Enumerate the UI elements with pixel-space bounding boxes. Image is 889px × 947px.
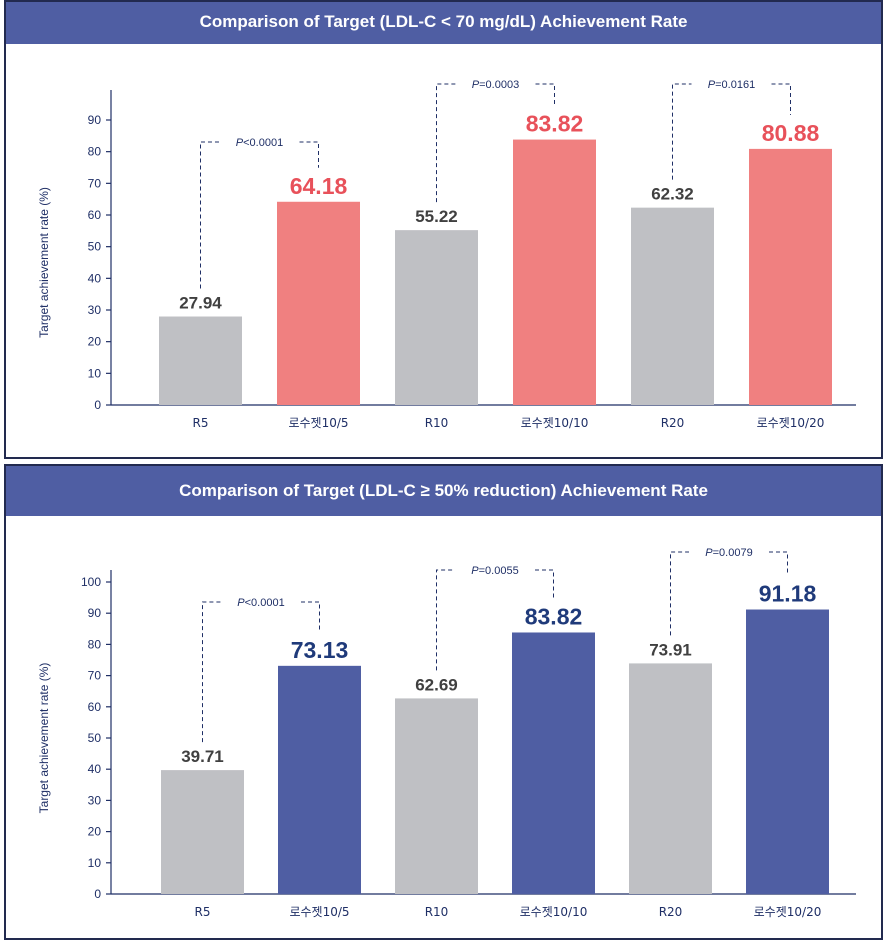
significance-bracket bbox=[535, 83, 555, 106]
x-tick-label: R20 bbox=[661, 416, 685, 430]
x-tick-label: 로수젯10/5 bbox=[288, 416, 348, 430]
significance-bracket bbox=[535, 569, 554, 599]
x-tick-label: R20 bbox=[659, 905, 683, 919]
significance-bracket bbox=[670, 551, 689, 636]
bar bbox=[629, 663, 712, 894]
significance-bracket bbox=[436, 83, 456, 203]
p-value-label: P<0.0001 bbox=[236, 137, 283, 149]
significance-bracket bbox=[301, 601, 320, 632]
x-tick-label: R5 bbox=[193, 416, 209, 430]
bar bbox=[161, 770, 244, 894]
y-tick-label: 30 bbox=[88, 793, 102, 807]
bar bbox=[278, 665, 361, 894]
data-label: 73.91 bbox=[649, 640, 692, 659]
chart-panel-ldl-70: Comparison of Target (LDL-C < 70 mg/dL) … bbox=[4, 0, 883, 459]
y-tick-label: 50 bbox=[88, 731, 102, 745]
y-tick-label: 0 bbox=[94, 398, 101, 412]
data-label: 83.82 bbox=[525, 603, 583, 629]
p-value-label: P=0.0079 bbox=[705, 547, 752, 559]
y-tick-label: 40 bbox=[88, 271, 102, 285]
data-label: 80.88 bbox=[762, 120, 820, 146]
bar-chart-ldl-50pct: 0 10 20 30 40 50 60 70 80 90 100 Target achievement… bbox=[37, 547, 856, 919]
p-value-label: P=0.0055 bbox=[471, 565, 518, 577]
p-value-label: P=0.0003 bbox=[472, 79, 519, 91]
x-tick-label: 로수젯10/20 bbox=[754, 905, 822, 919]
y-tick-label: 80 bbox=[88, 637, 102, 651]
chart-title: Comparison of Target (LDL-C < 70 mg/dL) … bbox=[6, 2, 881, 44]
significance-bracket bbox=[436, 569, 455, 671]
bar bbox=[159, 316, 242, 405]
y-tick-label: 0 bbox=[94, 887, 101, 901]
y-tick-label: 10 bbox=[88, 366, 102, 380]
significance-bracket bbox=[200, 141, 220, 289]
y-tick-label: 30 bbox=[88, 303, 102, 317]
x-tick-label: R10 bbox=[425, 905, 449, 919]
data-label: 91.18 bbox=[759, 581, 817, 607]
data-label: 64.18 bbox=[290, 173, 348, 199]
significance-bracket bbox=[672, 83, 692, 180]
y-tick-label: 60 bbox=[88, 208, 102, 222]
y-tick-label: 20 bbox=[88, 335, 102, 349]
data-label: 62.32 bbox=[651, 185, 694, 204]
y-tick-label: 80 bbox=[88, 145, 102, 159]
chart-title: Comparison of Target (LDL-C ≥ 50% reduct… bbox=[6, 466, 881, 516]
x-tick-label: 로수젯10/10 bbox=[521, 416, 589, 430]
y-tick-label: 10 bbox=[88, 856, 102, 870]
significance-bracket bbox=[299, 141, 319, 168]
y-tick-label: 60 bbox=[88, 700, 102, 714]
p-value-label: P=0.0161 bbox=[708, 79, 755, 91]
x-tick-label: 로수젯10/5 bbox=[289, 905, 349, 919]
y-tick-label: 100 bbox=[81, 575, 101, 589]
chart-panel-ldl-50pct: Comparison of Target (LDL-C ≥ 50% reduct… bbox=[4, 464, 883, 940]
bar bbox=[631, 207, 714, 405]
bar bbox=[512, 632, 595, 894]
data-label: 27.94 bbox=[179, 294, 222, 313]
significance-bracket bbox=[771, 83, 791, 115]
bar-chart-ldl-70: 0 10 20 30 40 50 60 70 80 90 Target achievement ra… bbox=[37, 79, 856, 430]
bar bbox=[277, 201, 360, 405]
bar bbox=[749, 148, 832, 405]
data-label: 39.71 bbox=[181, 747, 224, 766]
p-value-label: P<0.0001 bbox=[237, 597, 284, 609]
bar bbox=[395, 698, 478, 894]
significance-bracket bbox=[202, 601, 221, 743]
data-label: 73.13 bbox=[291, 637, 349, 663]
y-tick-label: 50 bbox=[88, 240, 102, 254]
significance-bracket bbox=[769, 551, 788, 576]
x-tick-label: R5 bbox=[195, 905, 211, 919]
bar bbox=[513, 139, 596, 405]
x-tick-label: 로수젯10/20 bbox=[757, 416, 825, 430]
y-tick-label: 70 bbox=[88, 176, 102, 190]
data-label: 55.22 bbox=[415, 207, 458, 226]
y-tick-label: 90 bbox=[88, 606, 102, 620]
x-tick-label: 로수젯10/10 bbox=[520, 905, 588, 919]
bar bbox=[395, 230, 478, 405]
y-tick-label: 70 bbox=[88, 669, 102, 683]
y-tick-label: 90 bbox=[88, 113, 102, 127]
y-tick-label: 40 bbox=[88, 762, 102, 776]
bar bbox=[746, 609, 829, 894]
y-tick-label: 20 bbox=[88, 825, 102, 839]
x-tick-label: R10 bbox=[425, 416, 449, 430]
data-label: 83.82 bbox=[526, 111, 584, 137]
y-axis-label: Target achievement rate (%) bbox=[37, 187, 51, 338]
y-axis-label: Target achievement rate (%) bbox=[37, 663, 51, 814]
data-label: 62.69 bbox=[415, 675, 458, 694]
